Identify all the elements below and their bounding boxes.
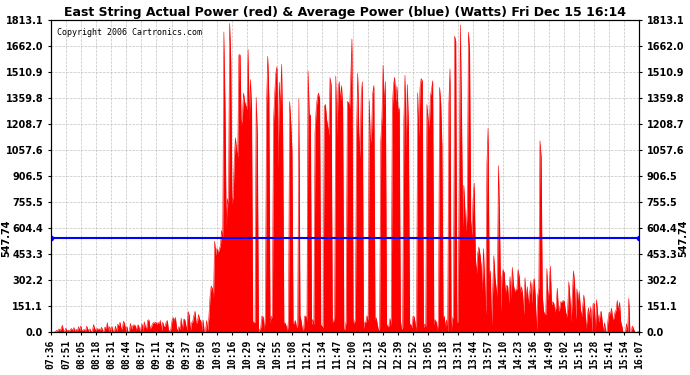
Text: 547.74: 547.74 bbox=[678, 219, 689, 257]
Title: East String Actual Power (red) & Average Power (blue) (Watts) Fri Dec 15 16:14: East String Actual Power (red) & Average… bbox=[64, 6, 626, 18]
Text: Copyright 2006 Cartronics.com: Copyright 2006 Cartronics.com bbox=[57, 27, 201, 36]
Text: 547.74: 547.74 bbox=[1, 219, 12, 257]
